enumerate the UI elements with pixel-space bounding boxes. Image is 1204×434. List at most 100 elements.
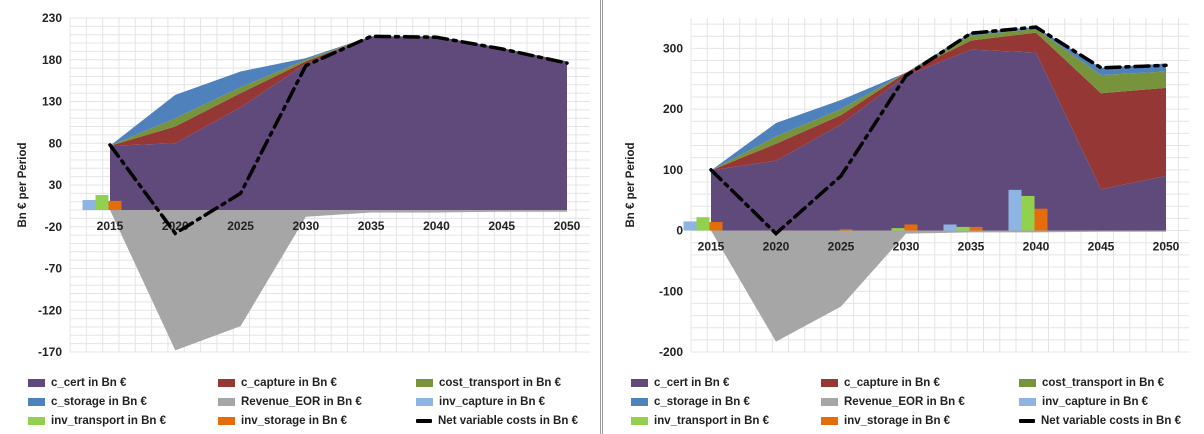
y-tick-label: -100 [659, 284, 683, 298]
legend-item-c-capture-in-bn: c_capture in Bn € [821, 374, 940, 392]
legend-swatch [28, 398, 45, 406]
x-tick-label: 2030 [293, 219, 320, 233]
legend-swatch [1019, 419, 1035, 423]
x-tick-label: 2045 [488, 219, 515, 233]
left-legend: c_cert in Bn € c_capture in Bn € cost_tran… [28, 374, 594, 432]
legend-swatch [416, 419, 432, 423]
legend-swatch [416, 379, 433, 387]
area-c-capture-in-bn [110, 36, 567, 146]
legend-label: c_capture in Bn € [844, 377, 940, 389]
legend-label: inv_capture in Bn € [439, 396, 546, 408]
legend-label: c_storage in Bn € [51, 396, 147, 408]
right-chart-panel: 300 200 100 0 -100 -200 Bn € per Period 2015 202… [602, 0, 1203, 434]
legend-label: Revenue_EOR in Bn € [844, 396, 965, 408]
x-tick-label: 2050 [554, 219, 581, 233]
legend-item-inv-capture-in-bn: inv_capture in Bn € [1019, 393, 1148, 411]
area-revenue-eor-in-bn [711, 230, 1166, 342]
legend-item-revenue-eor-in-bn: Revenue_EOR in Bn € [218, 393, 362, 411]
bar-inv-storage-in-bn [1034, 208, 1048, 231]
y-tick-label: 230 [42, 11, 62, 25]
y-tick-label: 200 [663, 102, 683, 116]
bar-inv-storage-in-bn [904, 224, 918, 231]
bar-inv-capture-in-bn [683, 221, 697, 231]
legend-swatch [1019, 379, 1036, 387]
x-tick-label: 2015 [97, 219, 124, 233]
bar-inv-storage-in-bn [969, 226, 983, 231]
bar-inv-transport-in-bn [696, 217, 710, 231]
y-tick-label: -120 [38, 303, 62, 317]
bar-inv-storage-in-bn [108, 200, 122, 211]
x-tick-label: 2020 [763, 240, 790, 254]
bar-inv-transport-in-bn [95, 195, 109, 211]
legend-swatch [28, 417, 45, 425]
legend-item-c-storage-in-bn: c_storage in Bn € [631, 393, 750, 411]
y-tick-label: 130 [42, 95, 62, 109]
x-tick-label: 2040 [423, 219, 450, 233]
y-tick-label: 100 [663, 163, 683, 177]
x-tick-label: 2050 [1153, 240, 1180, 254]
y-tick-label: -20 [45, 220, 63, 234]
y-axis-title: Bn € per Period [625, 143, 637, 228]
right-chart: 300 200 100 0 -100 -200 Bn € per Period 2015 202… [625, 18, 1189, 359]
legend-label: cost_transport in Bn € [439, 377, 562, 389]
legend-item-net-variable-costs-in-bn: Net variable costs in Bn € [416, 412, 578, 430]
y-tick-label: 30 [49, 178, 63, 192]
y-tick-label: -200 [659, 345, 683, 359]
area-c-cert-in-bn [110, 36, 567, 211]
legend-label: Net variable costs in Bn € [438, 415, 578, 427]
legend-item-c-cert-in-bn: c_cert in Bn € [631, 374, 729, 392]
area-c-cert-in-bn [711, 49, 1166, 231]
legend-swatch [218, 417, 235, 425]
legend-item-c-cert-in-bn: c_cert in Bn € [28, 374, 126, 392]
bar-inv-capture-in-bn [943, 224, 957, 231]
left-chart: 230 180 130 80 30 -20 -70 -120 -170 Bn € per Peri… [17, 11, 590, 359]
legend-swatch [218, 398, 235, 406]
bar-inv-storage-in-bn [839, 229, 853, 231]
legend-label: cost_transport in Bn € [1042, 377, 1165, 389]
x-tick-label: 2045 [1088, 240, 1115, 254]
y-axis-title: Bn € per Period [17, 143, 29, 228]
legend-item-inv-storage-in-bn: inv_storage in Bn € [821, 412, 950, 430]
legend-label: Revenue_EOR in Bn € [241, 396, 362, 408]
bar-inv-capture-in-bn [1008, 189, 1022, 231]
bar-inv-storage-in-bn [709, 222, 723, 231]
legend-item-revenue-eor-in-bn: Revenue_EOR in Bn € [821, 393, 965, 411]
legend-item-c-capture-in-bn: c_capture in Bn € [218, 374, 337, 392]
x-tick-label: 2025 [227, 219, 254, 233]
legend-swatch [821, 417, 838, 425]
legend-swatch [1019, 398, 1036, 406]
legend-item-inv-transport-in-bn: inv_transport in Bn € [28, 412, 166, 430]
legend-label: Net variable costs in Bn € [1041, 415, 1181, 427]
legend-item-inv-transport-in-bn: inv_transport in Bn € [631, 412, 769, 430]
legend-label: c_cert in Bn € [654, 377, 730, 389]
legend-label: inv_storage in Bn € [241, 415, 348, 427]
legend-swatch [631, 398, 648, 406]
x-tick-label: 2035 [358, 219, 385, 233]
legend-swatch [821, 379, 838, 387]
x-tick-label: 2015 [698, 240, 725, 254]
legend-item-cost-transport-in-bn: cost_transport in Bn € [416, 374, 561, 392]
line-net-variable-costs [108, 34, 569, 236]
area-c-storage-in-bn [110, 36, 567, 146]
x-tick-label: 2035 [958, 240, 985, 254]
legend-item-inv-storage-in-bn: inv_storage in Bn € [218, 412, 347, 430]
legend-swatch [821, 398, 838, 406]
x-tick-label: 2030 [893, 240, 920, 254]
y-tick-label: 300 [663, 41, 683, 55]
area-c-capture-in-bn [711, 32, 1166, 190]
y-tick-label: 0 [676, 224, 683, 238]
y-tick-label: 80 [49, 136, 63, 150]
right-legend: c_cert in Bn € c_capture in Bn € cost_tran… [631, 374, 1197, 432]
area-revenue-eor-in-bn [110, 210, 567, 351]
bar-inv-transport-in-bn [1021, 195, 1035, 231]
legend-swatch [631, 417, 648, 425]
x-tick-label: 2025 [828, 240, 855, 254]
bar-inv-transport-in-bn [956, 226, 970, 231]
legend-swatch [218, 379, 235, 387]
legend-label: inv_storage in Bn € [844, 415, 951, 427]
legend-item-c-storage-in-bn: c_storage in Bn € [28, 393, 147, 411]
legend-label: c_capture in Bn € [241, 377, 337, 389]
legend-label: inv_transport in Bn € [51, 415, 167, 427]
y-tick-label: -170 [38, 345, 62, 359]
legend-label: inv_transport in Bn € [654, 415, 770, 427]
